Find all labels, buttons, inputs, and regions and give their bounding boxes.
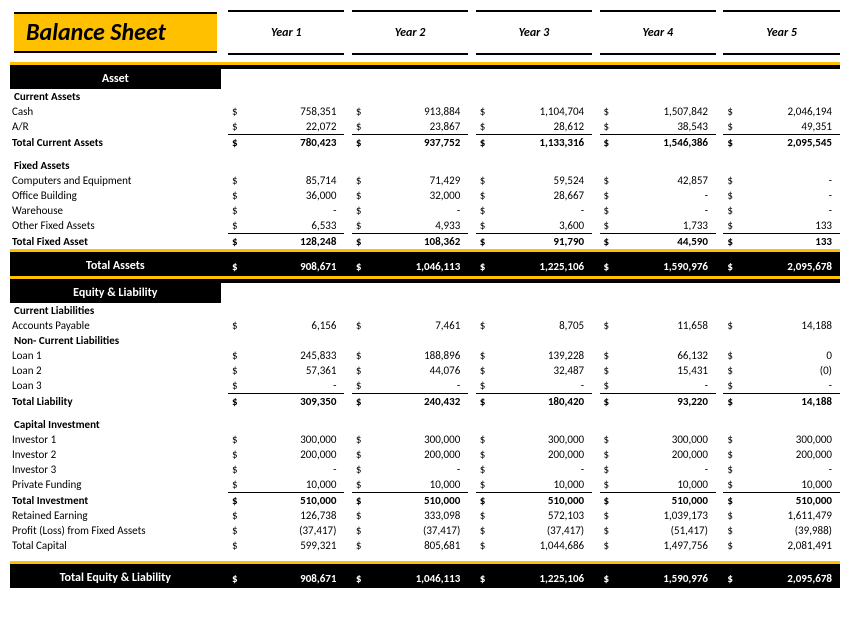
row-label: Office Building [10,188,221,203]
row-label: Loan 2 [10,363,221,378]
row-label: Investor 2 [10,447,221,462]
row-label: Cash [10,104,221,119]
row-label: Total Fixed Asset [10,234,221,250]
row-label: Warehouse [10,203,221,218]
group-header: Capital Investment [10,417,221,432]
section-header: Asset [10,69,221,89]
balance-sheet-table: Balance Sheet Year 1Year 2Year 3Year 4Yea… [10,10,840,588]
year-header: Year 2 [352,11,468,54]
row-label: Total Current Assets [10,135,221,151]
row-label: Retained Earning [10,508,221,523]
group-header: Fixed Assets [10,158,221,173]
row-label: Loan 3 [10,378,221,394]
row-label: Accounts Payable [10,318,221,333]
section-header: Equity & Liability [10,283,221,303]
row-label: Investor 1 [10,432,221,447]
row-label: Private Funding [10,477,221,493]
group-header: Non- Current Liabilities [10,333,221,348]
row-label: Total Liability [10,394,221,410]
group-header: Current Liabilities [10,303,221,318]
year-header: Year 4 [600,11,716,54]
row-label: A/R [10,119,221,135]
row-label: Total Capital [10,538,221,553]
row-label: Profit (Loss) from Fixed Assets [10,523,221,538]
page-title: Balance Sheet [14,14,217,51]
row-label: Other Fixed Assets [10,218,221,234]
row-label: Total Investment [10,493,221,509]
group-header: Current Assets [10,89,221,104]
row-label: Investor 3 [10,462,221,477]
row-label: Loan 1 [10,348,221,363]
grand-total-label: Total Assets [10,256,221,276]
year-header: Year 1 [228,11,344,54]
row-label: Computers and Equipment [10,173,221,188]
year-header: Year 5 [723,11,840,54]
grand-total-label: Total Equity & Liability [10,568,221,588]
year-header: Year 3 [476,11,592,54]
